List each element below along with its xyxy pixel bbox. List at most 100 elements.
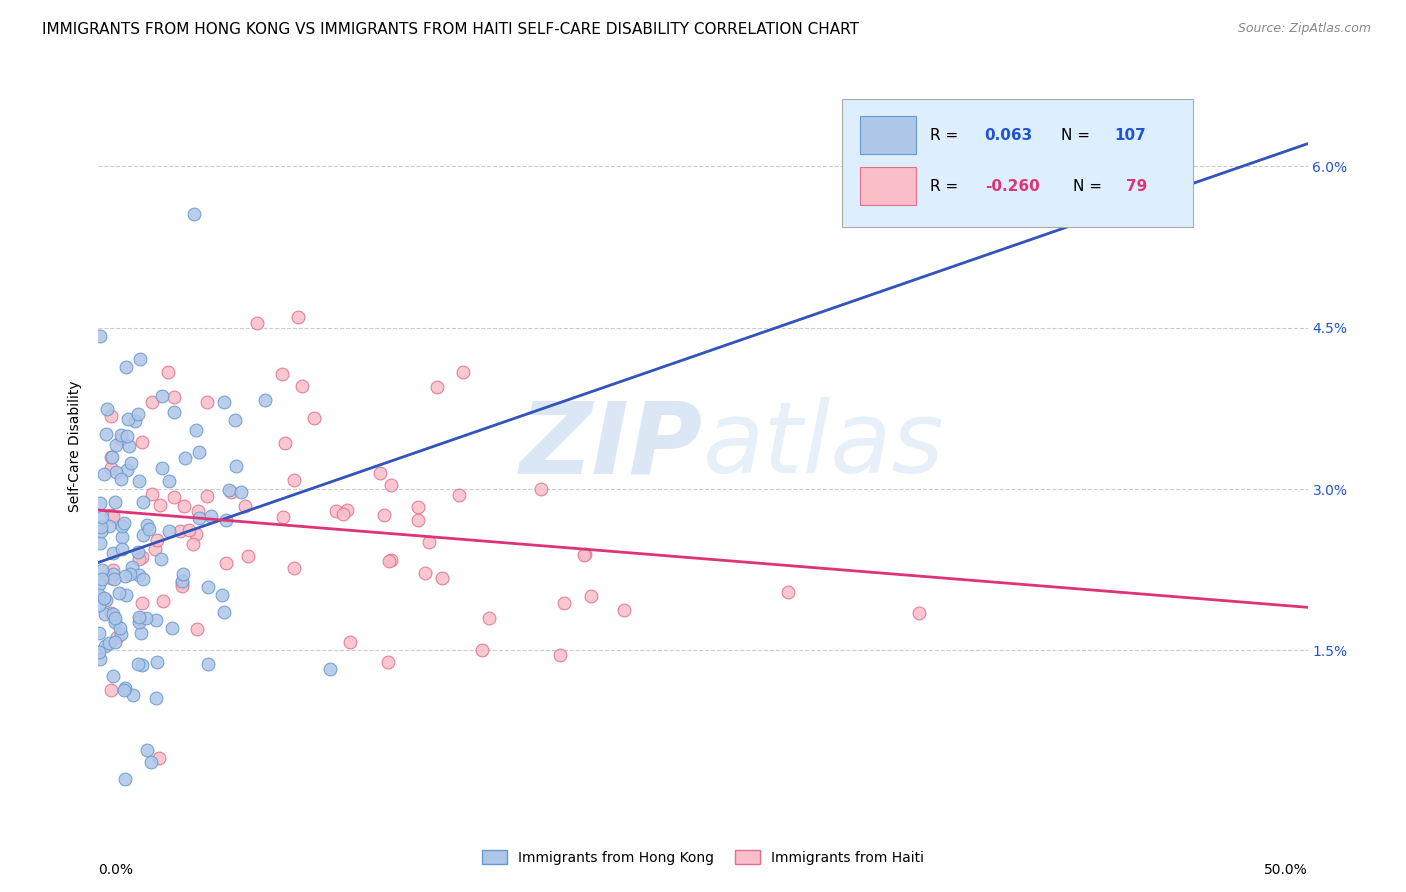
Point <box>114 681 136 695</box>
Point <box>90 524 112 538</box>
Point <box>100 409 122 424</box>
Point <box>406 513 429 527</box>
Point <box>97 635 120 649</box>
Point <box>100 450 122 464</box>
Point <box>112 516 135 530</box>
Point <box>613 603 636 617</box>
Text: -0.260: -0.260 <box>984 178 1039 194</box>
Point <box>127 545 149 559</box>
Point <box>449 487 471 501</box>
Point <box>89 496 111 510</box>
Point <box>93 591 115 606</box>
Point <box>432 571 454 585</box>
Point <box>271 509 294 524</box>
Point <box>186 423 208 437</box>
Point <box>138 522 160 536</box>
Point <box>370 466 392 480</box>
Point <box>127 657 149 672</box>
Point <box>90 510 112 524</box>
Point <box>120 566 142 581</box>
Text: N =: N = <box>1062 128 1095 143</box>
Point <box>426 380 449 394</box>
Point <box>107 586 129 600</box>
Point <box>87 588 110 602</box>
Point <box>339 635 361 649</box>
Point <box>453 365 475 379</box>
Point <box>553 596 575 610</box>
Point <box>129 352 152 367</box>
Point <box>146 656 169 670</box>
Point <box>224 413 246 427</box>
Point <box>253 392 276 407</box>
Point <box>145 691 167 706</box>
Point <box>163 491 186 505</box>
Point <box>132 527 155 541</box>
Point <box>380 477 402 491</box>
Point <box>548 648 571 663</box>
Point <box>94 592 117 607</box>
Point <box>214 605 236 619</box>
Point <box>271 367 294 381</box>
Point <box>103 607 125 621</box>
Point <box>111 542 134 557</box>
FancyBboxPatch shape <box>842 99 1192 227</box>
Point <box>574 547 596 561</box>
Point <box>100 682 122 697</box>
Point <box>104 635 127 649</box>
Point <box>145 613 167 627</box>
Point <box>89 651 111 665</box>
Point <box>104 610 127 624</box>
Point <box>225 459 247 474</box>
Point <box>238 549 260 564</box>
Point <box>93 639 115 653</box>
Point <box>177 523 200 537</box>
Point <box>100 571 122 585</box>
Text: 50.0%: 50.0% <box>1264 863 1308 877</box>
Point <box>212 394 235 409</box>
Text: 0.0%: 0.0% <box>98 863 134 877</box>
Point <box>100 450 122 465</box>
Point <box>114 359 136 374</box>
Point <box>108 621 131 635</box>
Text: ZIP: ZIP <box>520 398 703 494</box>
Text: atlas: atlas <box>703 398 945 494</box>
Point <box>406 500 429 514</box>
Point <box>145 533 167 547</box>
Point <box>150 460 173 475</box>
Y-axis label: Self-Care Disability: Self-Care Disability <box>69 380 83 512</box>
Point <box>131 549 153 564</box>
Point <box>141 487 163 501</box>
Point <box>94 427 117 442</box>
Point <box>90 519 112 533</box>
Text: IMMIGRANTS FROM HONG KONG VS IMMIGRANTS FROM HAITI SELF-CARE DISABILITY CORRELAT: IMMIGRANTS FROM HONG KONG VS IMMIGRANTS … <box>42 22 859 37</box>
Point <box>129 612 152 626</box>
Point <box>233 499 256 513</box>
Point <box>197 657 219 671</box>
Point <box>141 395 163 409</box>
Point <box>111 530 134 544</box>
Point <box>91 563 114 577</box>
Point <box>87 645 110 659</box>
Point <box>162 390 184 404</box>
Point <box>283 561 305 575</box>
Point <box>121 560 143 574</box>
Point <box>530 483 553 497</box>
Legend: Immigrants from Hong Kong, Immigrants from Haiti: Immigrants from Hong Kong, Immigrants fr… <box>477 845 929 871</box>
Point <box>173 499 195 513</box>
FancyBboxPatch shape <box>860 116 915 154</box>
Point <box>103 615 125 629</box>
Point <box>215 556 238 570</box>
Point <box>150 552 173 566</box>
Point <box>103 545 125 559</box>
Point <box>110 428 132 442</box>
Point <box>122 688 145 702</box>
Point <box>231 484 253 499</box>
Point <box>90 572 112 586</box>
Point <box>197 580 219 594</box>
Point <box>336 503 359 517</box>
Point <box>211 588 233 602</box>
Point <box>100 460 122 475</box>
Point <box>157 475 180 489</box>
Point <box>101 669 124 683</box>
Point <box>128 551 150 566</box>
